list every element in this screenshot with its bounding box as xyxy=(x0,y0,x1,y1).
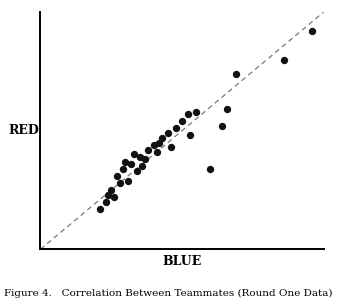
Point xyxy=(281,57,286,62)
Point xyxy=(154,150,159,154)
Point xyxy=(179,119,185,124)
Point xyxy=(120,166,125,171)
Point xyxy=(125,178,131,183)
Point xyxy=(109,188,114,192)
Point xyxy=(233,71,239,76)
Point xyxy=(117,181,122,185)
Point xyxy=(151,143,156,147)
Point xyxy=(145,147,151,152)
Point xyxy=(140,164,145,169)
Point xyxy=(165,131,171,136)
Point xyxy=(185,112,190,116)
Point xyxy=(111,195,117,199)
Point xyxy=(134,169,140,174)
Point xyxy=(193,109,199,114)
Point xyxy=(309,29,315,33)
Point xyxy=(123,159,128,164)
Point xyxy=(157,140,162,145)
Point xyxy=(114,173,120,178)
Text: Figure 4.   Correlation Between Teammates (Round One Data): Figure 4. Correlation Between Teammates … xyxy=(4,289,333,298)
Y-axis label: RED: RED xyxy=(8,124,39,137)
Point xyxy=(174,126,179,131)
Point xyxy=(188,133,193,138)
Point xyxy=(131,152,136,157)
Point xyxy=(168,145,173,150)
Point xyxy=(106,192,111,197)
Point xyxy=(97,206,102,211)
Point xyxy=(143,157,148,162)
Point xyxy=(103,199,108,204)
Point xyxy=(224,107,230,112)
X-axis label: BLUE: BLUE xyxy=(162,255,202,268)
Point xyxy=(128,161,134,166)
Point xyxy=(219,123,224,128)
Point xyxy=(208,166,213,171)
Point xyxy=(137,154,142,159)
Point xyxy=(159,135,165,140)
